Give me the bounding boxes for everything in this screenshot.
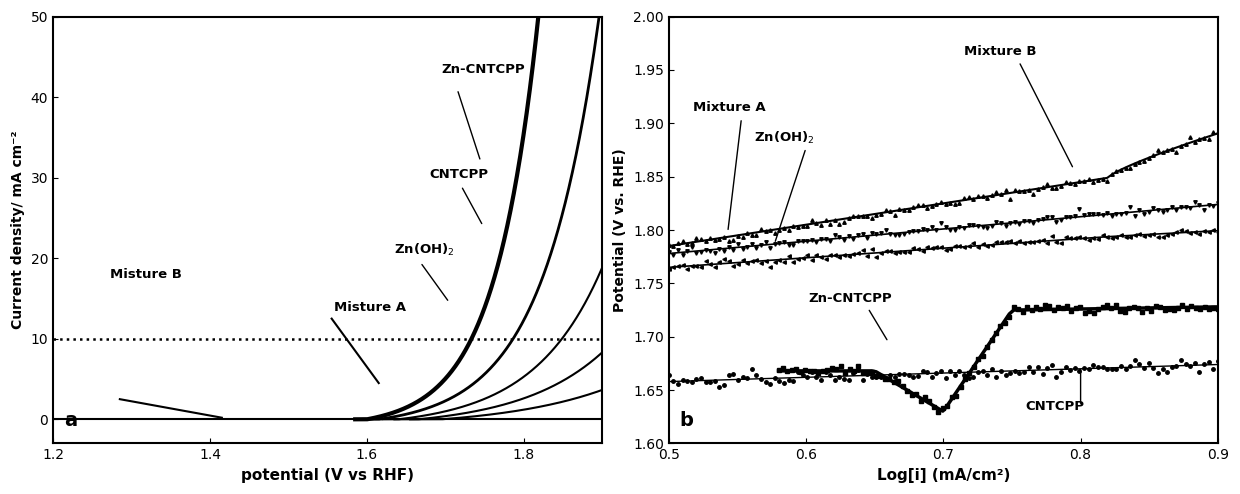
Y-axis label: Current density/ mA cm⁻²: Current density/ mA cm⁻²	[11, 131, 25, 329]
Text: Zn-CNTCPP: Zn-CNTCPP	[808, 291, 893, 304]
Text: Zn(OH)$_2$: Zn(OH)$_2$	[754, 129, 815, 146]
Text: Misture B: Misture B	[109, 268, 181, 282]
Text: Mixture B: Mixture B	[963, 45, 1037, 58]
X-axis label: Log[i] (mA/cm²): Log[i] (mA/cm²)	[877, 468, 1011, 483]
Text: CNTCPP: CNTCPP	[430, 167, 489, 181]
Y-axis label: Potential (V vs. RHE): Potential (V vs. RHE)	[614, 148, 627, 312]
Text: Mixture A: Mixture A	[693, 100, 766, 114]
X-axis label: potential (V vs RHF): potential (V vs RHF)	[242, 468, 414, 483]
Text: b: b	[680, 412, 693, 430]
Text: Zn-CNTCPP: Zn-CNTCPP	[441, 63, 525, 76]
Text: Misture A: Misture A	[334, 300, 405, 314]
Text: Zn(OH)$_2$: Zn(OH)$_2$	[394, 242, 455, 258]
Text: CNTCPP: CNTCPP	[1025, 401, 1085, 413]
Text: a: a	[64, 412, 77, 430]
